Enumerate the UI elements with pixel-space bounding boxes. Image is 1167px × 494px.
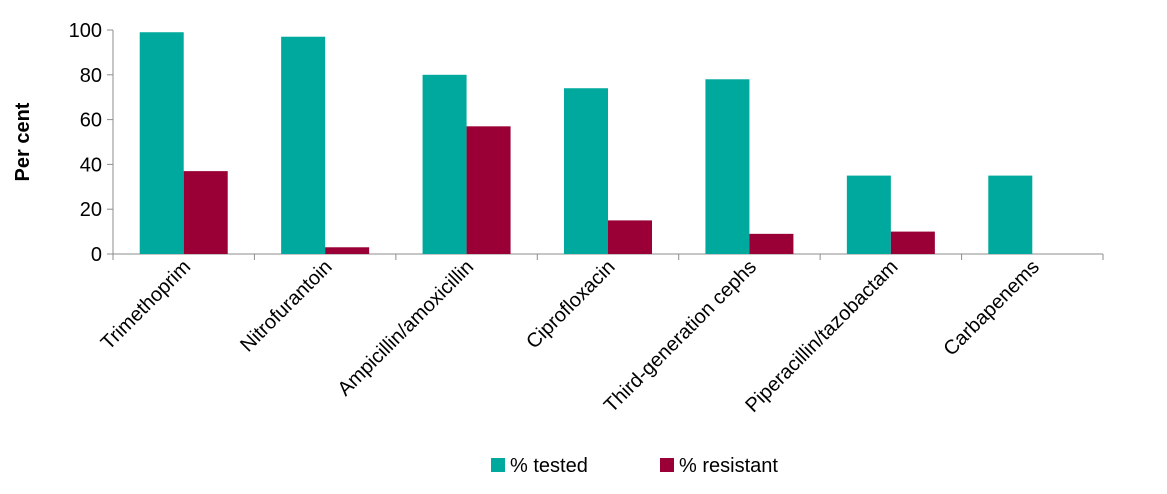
- bars-group: [139, 32, 1033, 255]
- x-tick-label: Ciprofloxacin: [522, 256, 619, 353]
- x-tick-label: Third-generation cephs: [600, 256, 761, 417]
- x-tick-label: Carbapenems: [939, 256, 1043, 360]
- bar-resistant: [890, 231, 935, 254]
- y-tick-label: 60: [80, 110, 102, 132]
- bar-resistant: [749, 233, 794, 254]
- y-axis-title: Per cent: [12, 102, 34, 181]
- legend-swatch-tested: [491, 458, 505, 472]
- bar-tested: [705, 79, 750, 254]
- bar-tested: [422, 74, 467, 254]
- x-tick-labels: Trimethoprim NitrofurantoinAmpicillin/amo…: [97, 256, 1044, 417]
- x-tick-label: Piperacillin/tazobactam: [741, 256, 902, 417]
- legend: % tested % resistant: [491, 455, 778, 477]
- legend-label-resistant: % resistant: [679, 455, 778, 477]
- x-axis: [112, 253, 1104, 260]
- legend-label-tested: % tested: [510, 455, 588, 477]
- y-axis: 0 20 40 60 80 100: [69, 20, 114, 266]
- bar-tested: [281, 36, 326, 254]
- bar-resistant: [325, 247, 370, 254]
- bar-tested: [139, 32, 184, 254]
- y-tick-label: 20: [80, 199, 102, 221]
- legend-swatch-resistant: [660, 458, 674, 472]
- y-tick-label: 100: [69, 20, 102, 42]
- bar-resistant: [608, 220, 652, 254]
- bar-resistant: [466, 126, 511, 254]
- y-tick-label: 80: [80, 65, 102, 87]
- bar-tested: [564, 88, 608, 255]
- y-tick-label: 40: [80, 154, 102, 176]
- x-tick-label: Trimethoprim: [97, 256, 195, 354]
- y-tick-label: 0: [91, 244, 102, 266]
- bar-resistant: [183, 171, 228, 254]
- x-tick-label: Nitrofurantoin: [236, 256, 336, 356]
- x-tick-label: Ampicillin/amoxicillin: [334, 256, 478, 400]
- bar-tested: [988, 175, 1033, 254]
- bar-tested: [846, 175, 891, 254]
